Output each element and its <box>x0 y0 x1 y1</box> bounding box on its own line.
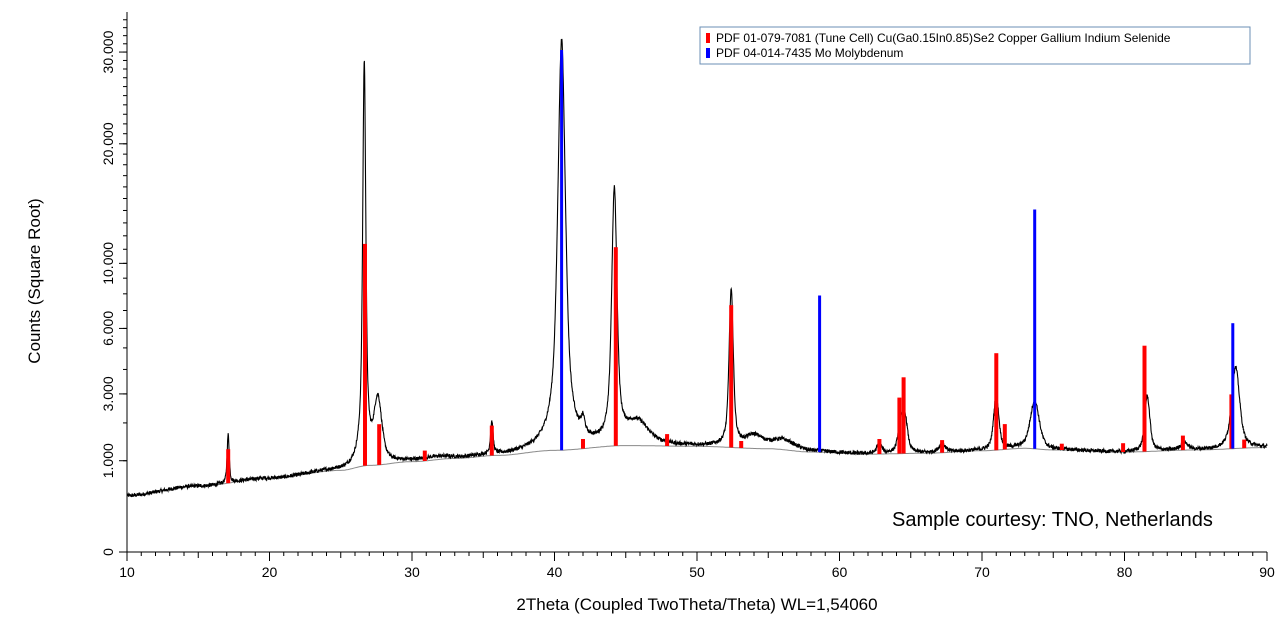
y-tick-label: 30.000 <box>100 30 116 73</box>
cigs-stick <box>363 243 367 466</box>
cigs-stick <box>901 377 906 454</box>
cigs-stick <box>665 434 670 446</box>
plot-area <box>126 38 1268 498</box>
y-axis-ticks: 0 1.000 3.000 6.000 10.000 20.000 30.000 <box>100 19 127 556</box>
cigs-stick <box>1142 345 1147 452</box>
cigs-stick <box>940 440 945 453</box>
cigs-stick <box>489 425 494 456</box>
legend-swatch-cigs <box>706 33 710 43</box>
x-axis-ticks: 10 20 30 40 50 60 70 80 90 <box>119 552 1275 580</box>
cigs-stick <box>1059 443 1064 450</box>
y-axis-title: Counts (Square Root) <box>25 198 44 363</box>
x-axis-title: 2Theta (Coupled TwoTheta/Theta) WL=1,540… <box>516 595 877 614</box>
x-tick-label: 90 <box>1259 564 1275 580</box>
measured-pattern-line <box>126 38 1268 498</box>
x-tick-label: 40 <box>547 564 563 580</box>
mo-reference-sticks <box>560 50 1235 453</box>
cigs-stick <box>1242 439 1247 449</box>
cigs-stick <box>897 397 902 454</box>
x-tick-label: 10 <box>119 564 135 580</box>
cigs-stick <box>581 439 585 449</box>
cigs-stick <box>994 353 999 451</box>
cigs-stick <box>226 449 231 484</box>
mo-stick <box>1231 323 1235 449</box>
cigs-stick <box>1121 443 1126 452</box>
y-tick-label: 0 <box>100 548 116 556</box>
x-tick-label: 20 <box>262 564 278 580</box>
x-tick-label: 50 <box>689 564 705 580</box>
mo-stick <box>818 295 822 453</box>
legend-label-cigs: PDF 01-079-7081 (Tune Cell) Cu(Ga0.15In0… <box>716 31 1171 45</box>
cigs-stick <box>729 305 734 448</box>
y-tick-label: 6.000 <box>100 311 116 346</box>
cigs-stick <box>1002 424 1007 450</box>
sample-courtesy-annotation: Sample courtesy: TNO, Netherlands <box>892 509 1213 531</box>
cigs-stick <box>613 247 618 446</box>
x-tick-label: 60 <box>832 564 848 580</box>
x-tick-label: 80 <box>1117 564 1133 580</box>
cigs-stick <box>422 450 427 461</box>
legend-box <box>699 26 1251 65</box>
cigs-stick <box>1180 435 1185 451</box>
mo-stick <box>560 50 564 451</box>
legend-swatch-mo <box>706 48 710 58</box>
y-tick-label: 1.000 <box>100 443 116 478</box>
legend: PDF 01-079-7081 (Tune Cell) Cu(Ga0.15In0… <box>699 26 1251 65</box>
background-curve <box>127 445 1267 497</box>
legend-label-mo: PDF 04-014-7435 Mo Molybdenum <box>716 46 903 60</box>
cigs-stick <box>377 424 382 465</box>
cigs-stick <box>739 441 744 448</box>
y-tick-label: 3.000 <box>100 376 116 411</box>
y-tick-label: 10.000 <box>100 242 116 285</box>
y-tick-label: 20.000 <box>100 122 116 165</box>
x-tick-label: 70 <box>974 564 990 580</box>
x-tick-label: 30 <box>404 564 420 580</box>
cigs-stick <box>877 439 882 454</box>
mo-stick <box>1033 209 1037 449</box>
